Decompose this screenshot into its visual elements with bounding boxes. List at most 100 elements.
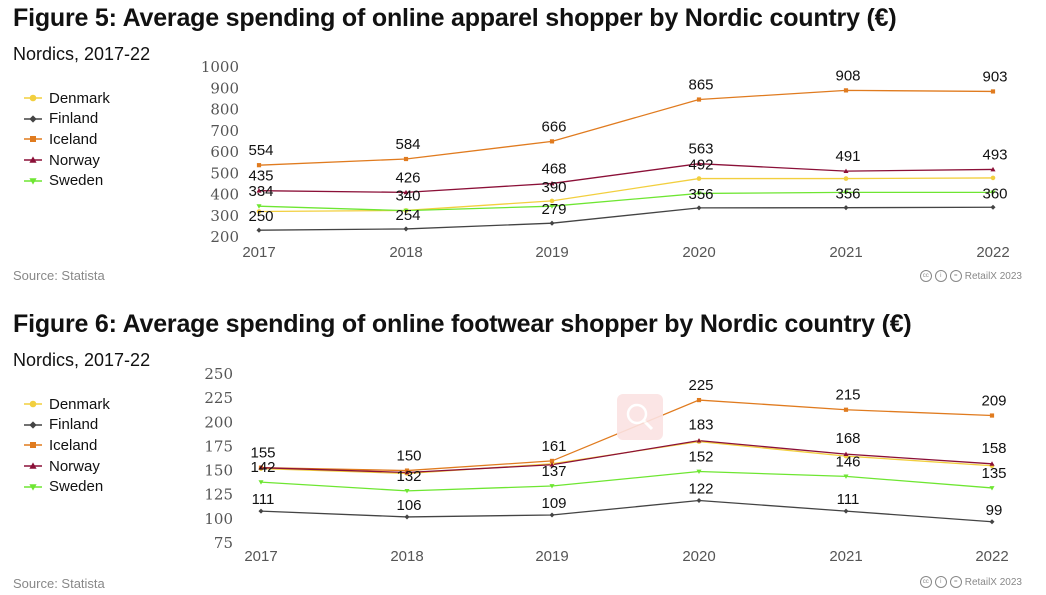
marker-sweden	[843, 190, 849, 195]
marker-sweden	[29, 483, 37, 491]
legend-item-finland[interactable]: Finland	[24, 109, 110, 130]
marker-sweden	[29, 177, 37, 185]
y-tick-label: 700	[210, 122, 239, 140]
series-line-norway	[260, 439, 993, 474]
marker-norway	[258, 465, 264, 470]
y-tick-label: 300	[210, 207, 239, 225]
series-line-finland	[260, 499, 993, 523]
marker-iceland	[696, 397, 702, 403]
figure-apparel: Figure 5: Average spending of online app…	[13, 4, 1022, 283]
x-tick-label: 2017	[242, 244, 275, 261]
data-label-finland: 99	[986, 502, 1003, 519]
legend-item-denmark[interactable]: Denmark	[24, 394, 110, 415]
data-label-norway: 491	[835, 148, 860, 165]
legend-marker-icon	[24, 442, 42, 449]
legend-item-norway[interactable]: Norway	[24, 150, 110, 171]
legend-label: Norway	[49, 457, 100, 475]
y-tick-label: 600	[210, 143, 239, 161]
marker-iceland	[990, 89, 996, 94]
zoom-icon[interactable]	[617, 394, 663, 440]
chart-subtitle: Nordics, 2017-22	[13, 350, 151, 370]
data-label-iceland: 161	[541, 438, 566, 455]
marker-iceland	[989, 413, 995, 418]
x-tick-label: 2022	[975, 548, 1008, 565]
y-tick-label: 1000	[201, 58, 239, 76]
marker-norway	[990, 166, 996, 172]
legend-marker-icon	[24, 400, 42, 408]
marker-sweden	[843, 474, 849, 479]
data-label-norway: 183	[688, 417, 713, 434]
marker-iceland	[843, 407, 849, 412]
data-label-finland: 279	[541, 201, 566, 218]
legend-label: Sweden	[49, 478, 104, 496]
legend-label: Sweden	[49, 172, 104, 190]
y-tick-label: 225	[204, 389, 233, 407]
credit-note: cc i = RetailX 2023	[919, 576, 1022, 588]
legend-label: Finland	[49, 416, 99, 434]
cc-icon: cc	[919, 576, 932, 588]
data-label-finland: 106	[396, 497, 421, 514]
series-line-denmark	[258, 177, 994, 213]
y-tick-label: 500	[210, 164, 239, 182]
data-label-iceland: 225	[688, 377, 713, 394]
data-label-norway: 468	[541, 160, 566, 177]
legend-item-iceland[interactable]: Iceland	[24, 435, 110, 456]
nd-icon: =	[949, 576, 962, 588]
x-tick-label: 2021	[829, 244, 862, 261]
legend-label: Finland	[49, 110, 99, 128]
data-label-iceland: 903	[982, 68, 1007, 85]
data-label-iceland: 215	[835, 387, 860, 404]
marker-norway	[403, 189, 409, 195]
legend-label: Denmark	[49, 395, 110, 413]
data-label-denmark: 492	[688, 157, 713, 174]
marker-finland	[696, 205, 702, 211]
legend-marker-icon	[24, 421, 42, 429]
data-label-iceland: 865	[688, 77, 713, 94]
data-label-iceland: 666	[541, 118, 566, 135]
legend-item-sweden[interactable]: Sweden	[24, 170, 110, 191]
apparel-line-chart: 200 300 400 500 600 700 800 900 1000 2017 2018 2019…	[201, 58, 1010, 261]
marker-norway	[696, 438, 702, 443]
marker-iceland	[843, 88, 849, 93]
footwear-line-chart: 75 100 125 150 175 200 225 250 2017 2018 2019 2020 2…	[204, 365, 1008, 565]
data-label-finland: 109	[541, 495, 566, 512]
marker-finland	[549, 220, 555, 226]
legend-item-norway[interactable]: Norway	[24, 456, 110, 477]
y-tick-label: 400	[210, 186, 239, 204]
data-label-finland: 250	[248, 208, 273, 225]
data-label-finland: 356	[835, 186, 860, 203]
marker-finland	[696, 497, 702, 504]
marker-finland	[843, 508, 849, 514]
marker-iceland	[549, 458, 555, 464]
legend-item-finland[interactable]: Finland	[24, 415, 110, 436]
marker-iceland	[30, 442, 36, 449]
data-label-norway: 563	[688, 141, 713, 158]
marker-finland	[990, 204, 996, 210]
legend-item-iceland[interactable]: Iceland	[24, 129, 110, 150]
legend-item-sweden[interactable]: Sweden	[24, 476, 110, 497]
series-line-sweden	[260, 470, 993, 492]
x-tick-label: 2018	[390, 548, 423, 565]
chart-title: Figure 5: Average spending of online app…	[13, 4, 897, 32]
marker-sweden	[549, 484, 555, 489]
marker-finland	[843, 205, 849, 211]
data-label-norway: 493	[982, 146, 1007, 163]
legend-item-denmark[interactable]: Denmark	[24, 88, 110, 109]
data-label-norway: 158	[981, 440, 1006, 457]
cc-icon: cc	[919, 270, 932, 282]
chart-title: Figure 6: Average spending of online foo…	[13, 310, 912, 338]
credit-text: RetailX 2023	[964, 270, 1022, 282]
marker-denmark	[549, 198, 555, 204]
data-label-sweden: 334	[248, 183, 273, 200]
y-tick-label: 900	[210, 79, 239, 97]
y-tick-label: 175	[204, 437, 233, 455]
figure-footwear: Figure 6: Average spending of online foo…	[0, 306, 1046, 595]
marker-iceland	[403, 156, 409, 162]
data-label-finland: 254	[395, 207, 420, 224]
y-tick-label: 200	[210, 228, 239, 246]
marker-iceland	[256, 163, 262, 168]
chart-subtitle: Nordics, 2017-22	[13, 44, 151, 64]
marker-sweden	[990, 190, 996, 195]
marker-denmark	[990, 175, 996, 181]
marker-norway	[29, 156, 37, 163]
